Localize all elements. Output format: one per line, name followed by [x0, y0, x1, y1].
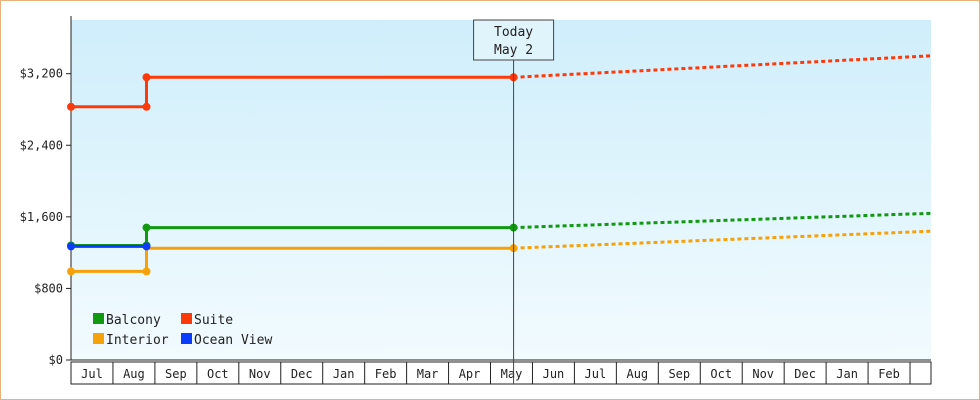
series-line-suite	[71, 75, 514, 109]
legend-label-interior: Interior	[106, 333, 169, 348]
x-tick-label: Jan	[836, 367, 858, 381]
data-point-interior	[142, 267, 151, 276]
legend-label-balcony: Balcony	[106, 313, 161, 328]
x-tick-label: Apr	[459, 367, 481, 381]
series-line-interior	[71, 246, 514, 273]
x-tick-label: Dec	[794, 367, 816, 381]
data-point-suite	[67, 102, 75, 111]
x-tick-label: Sep	[165, 367, 187, 381]
y-tick-label: $800	[34, 281, 63, 295]
legend-swatch-interior	[93, 333, 104, 344]
today-label: Today	[494, 25, 533, 40]
plot-background	[71, 20, 931, 360]
x-tick-label: Aug	[123, 367, 145, 381]
x-month-row	[70, 361, 932, 385]
data-point-suite	[142, 102, 151, 111]
legend-swatch-suite	[181, 313, 192, 324]
x-tick-label: Jan	[333, 367, 355, 381]
legend-swatch-balcony	[93, 313, 104, 324]
x-tick-label: Jul	[81, 367, 103, 381]
x-tick-label: Jun	[543, 367, 565, 381]
legend: Balcony Suite Interior Ocean View	[93, 313, 272, 348]
data-point-balcony	[142, 223, 151, 232]
y-tick-label: $0	[49, 353, 63, 367]
data-point-ocean-view	[67, 242, 75, 251]
data-point-interior	[67, 267, 75, 276]
x-tick-label: Oct	[207, 367, 229, 381]
legend-label-suite: Suite	[194, 313, 233, 328]
x-tick-label: Sep	[668, 367, 690, 381]
x-tick-label: Feb	[878, 367, 900, 381]
x-tick-label: Oct	[710, 367, 732, 381]
x-tick-label: Feb	[375, 367, 397, 381]
series-lines	[71, 54, 932, 273]
y-tick-label: $2,400	[20, 138, 63, 152]
x-tick-label: Dec	[291, 367, 313, 381]
legend-label-ocean-view: Ocean View	[194, 333, 272, 348]
axes: $0 $800 $1,600 $2,400 $3,200 Jul Aug Sep Oct Nov D…	[20, 16, 932, 385]
x-tick-label: Nov	[249, 367, 271, 381]
today-label-box	[473, 19, 555, 61]
x-tick-label: Mar	[417, 367, 439, 381]
legend-swatch-ocean-view	[181, 333, 192, 344]
x-tick-label: Jul	[585, 367, 607, 381]
today-date: May 2	[494, 43, 533, 58]
data-point-suite	[142, 73, 151, 82]
y-tick-label: $1,600	[20, 210, 63, 224]
x-tick-label: May	[501, 367, 523, 381]
y-tick-label: $3,200	[20, 67, 63, 81]
data-point-ocean-view	[142, 242, 151, 251]
today-indicator: Today May 2	[473, 19, 555, 384]
x-tick-label: Aug	[626, 367, 648, 381]
x-tick-label: Nov	[752, 367, 774, 381]
